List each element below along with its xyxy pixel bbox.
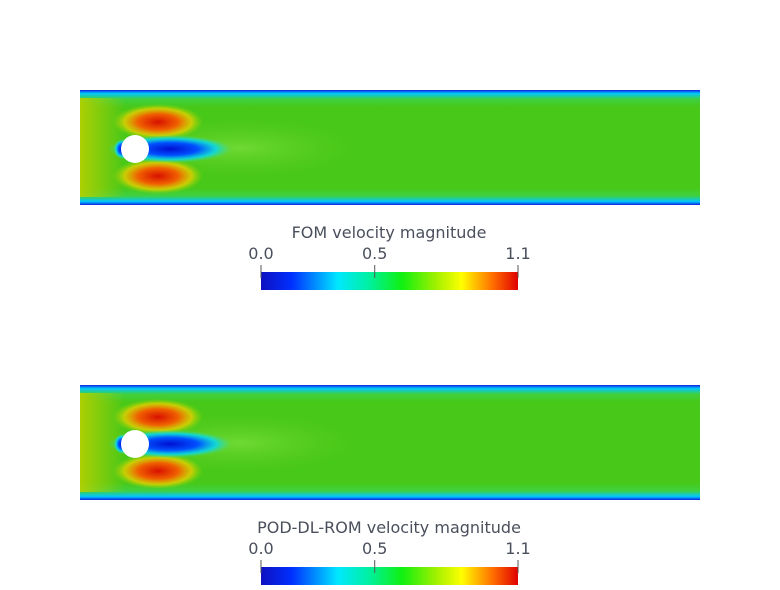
colorbar-title: FOM velocity magnitude [292,223,487,242]
colorbar-tick-label: 0.5 [362,244,387,263]
velocity-field [80,385,700,500]
velocity-field [80,90,700,205]
colorbar-tick-label: 1.1 [505,539,530,558]
colorbar [261,272,518,290]
colorbar-title: POD-DL-ROM velocity magnitude [257,518,521,537]
colorbar-tick-label: 0.0 [248,539,273,558]
colorbar [261,567,518,585]
colorbar-tick-label: 0.0 [248,244,273,263]
colorbar-tick-label: 0.5 [362,539,387,558]
colorbar-tick-label: 1.1 [505,244,530,263]
